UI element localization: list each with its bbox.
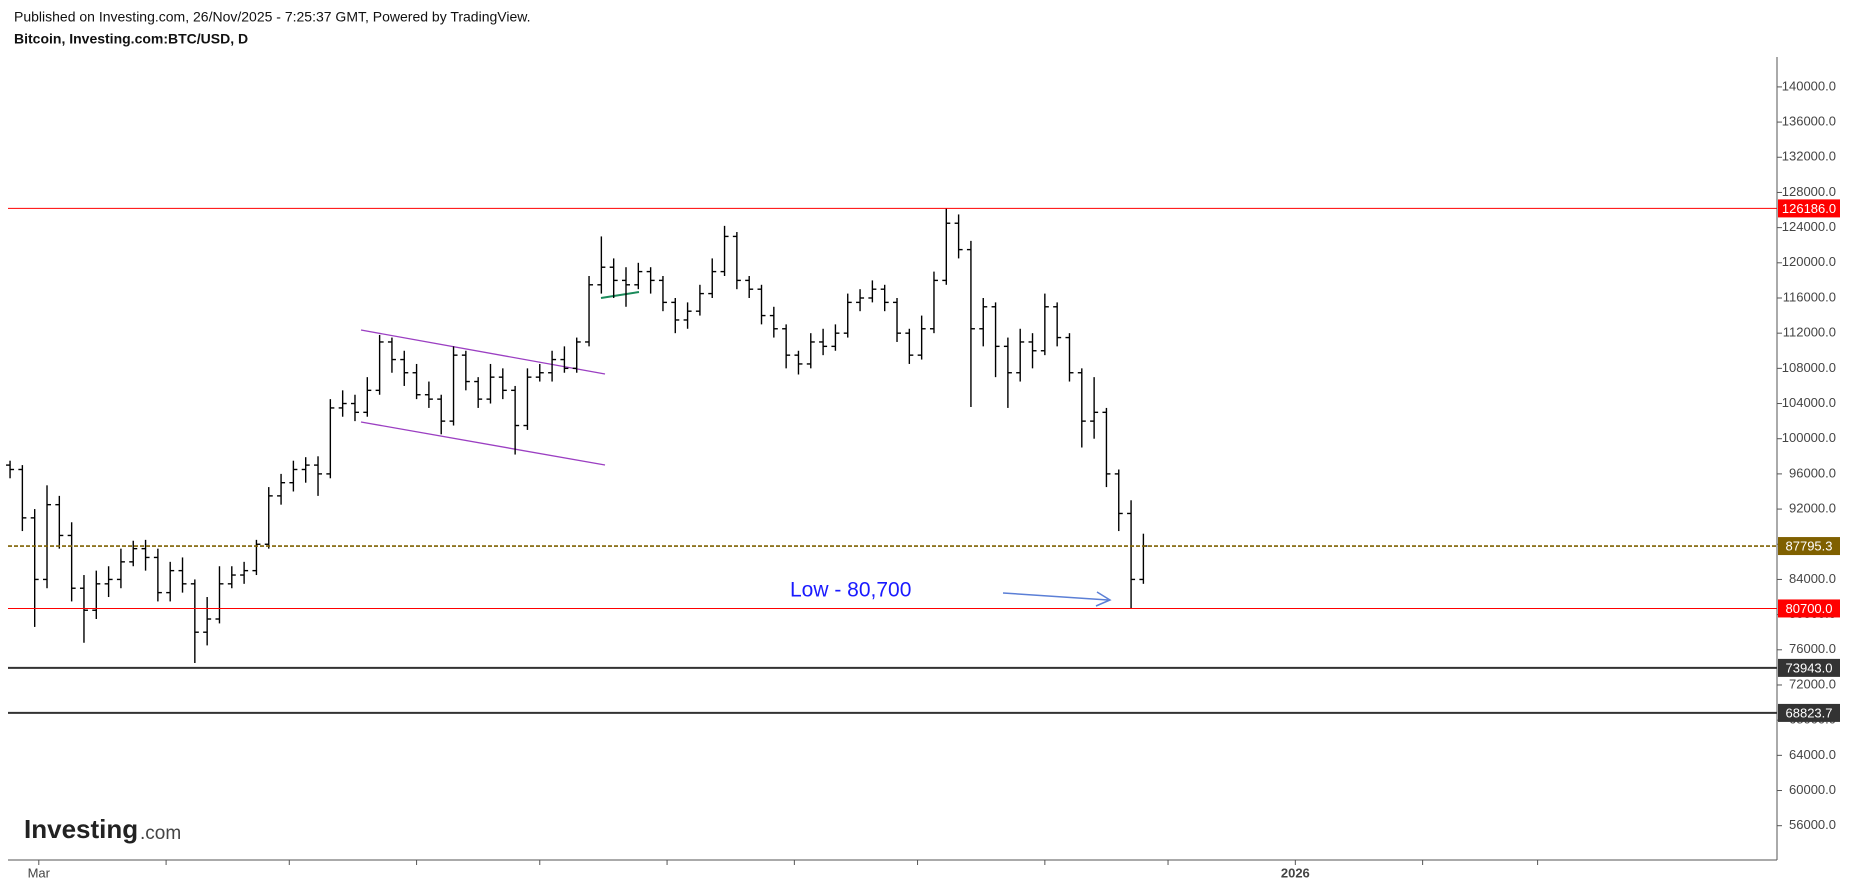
y-tick-label: 76000.0 [1789,641,1836,656]
channel-lower [360,421,606,466]
y-tick-label: 120000.0 [1782,254,1836,269]
channel-upper [360,329,606,375]
y-tick-label: 92000.0 [1789,501,1836,516]
y-tick-label: 112000.0 [1783,325,1836,340]
trend-segment [600,291,640,299]
y-tick-label: 100000.0 [1782,430,1836,445]
y-tick-label: 84000.0 [1789,571,1836,586]
logo-brand: Investing [24,814,138,844]
y-tick-label: 60000.0 [1789,782,1836,797]
y-tick-label: 108000.0 [1782,360,1836,375]
y-tick-label: 96000.0 [1789,465,1836,480]
annotation: Low - 80,700 [790,579,911,602]
annotation-arrowhead [1095,591,1112,607]
y-tick-label: 116000.0 [1783,289,1836,304]
level-badge [1778,537,1840,556]
y-tick-label: 128000.0 [1782,184,1836,199]
symbol-title: Bitcoin, Investing.com:BTC/USD, D [14,31,248,47]
level-label: 80700.0 [1786,601,1833,616]
x-tick-label: Mar [28,865,51,880]
y-tick-label: 104000.0 [1782,395,1836,410]
y-tick-label: 136000.0 [1782,114,1836,129]
level-badge [1778,703,1840,722]
y-tick-label: 64000.0 [1789,747,1836,762]
level-badge [1778,658,1840,677]
level-badge [1778,599,1840,618]
x-tick-label: 2026 [1281,865,1310,880]
y-tick-label: 132000.0 [1782,149,1836,164]
ohlc-series [6,208,1148,663]
level-badge [1778,199,1840,218]
y-tick-label: 72000.0 [1789,676,1836,691]
level-label: 87795.3 [1786,538,1833,553]
annotation-arrow [1002,592,1109,601]
y-tick-label: 56000.0 [1789,817,1836,832]
published-note: Published on Investing.com, 26/Nov/2025 … [14,9,530,25]
logo-suffix: .com [140,823,181,844]
level-label: 73943.0 [1786,660,1833,675]
y-tick-label: 140000.0 [1782,78,1836,93]
y-tick-label: 124000.0 [1782,219,1836,234]
level-label: 126186.0 [1782,201,1836,216]
level-label: 68823.7 [1786,705,1833,720]
